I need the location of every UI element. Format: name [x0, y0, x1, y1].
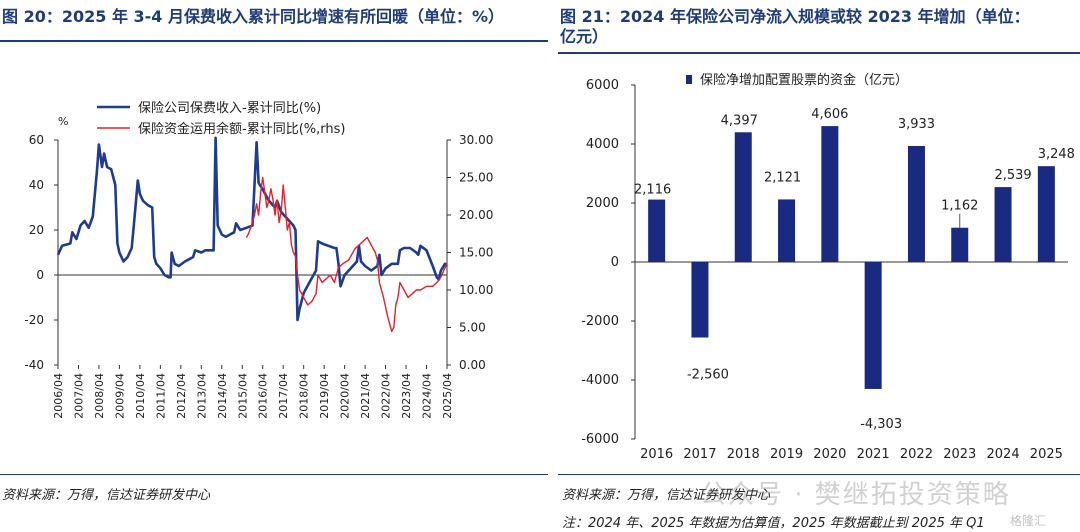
bar-data-label: -2,560 [687, 368, 729, 383]
right-bottom-rule [558, 474, 1080, 475]
left-chart-title: 图 20：2025 年 3-4 月保费收入累计同比增速有所回暖（单位：%） [2, 7, 505, 26]
right-y-tick-label: 15.00 [459, 246, 493, 260]
bar-y-tick-label: -6000 [581, 432, 619, 447]
x-tick-label: 2009/04 [113, 373, 126, 419]
bar-y-tick-label: -2000 [581, 314, 619, 329]
right-bar-chart: 6000 4000 2000 0 -2000 -4000 -6000 2016 2017 2018… [581, 72, 1075, 462]
right-y-tick-label: 30.00 [459, 133, 493, 147]
premium-growth-line [56, 136, 448, 322]
bar-data-label: 2,116 [634, 183, 671, 198]
watermark-text: 公众号 · 樊继拓投资策略 [700, 480, 1011, 510]
x-tick-label: 2010/04 [134, 373, 147, 419]
right-y-tick-label: 0.00 [459, 358, 486, 372]
x-tick-label: 2016/04 [257, 373, 270, 419]
left-y-tick-label: -40 [24, 358, 44, 372]
legend-premium-label: 保险公司保费收入-累计同比(%) [138, 101, 321, 116]
bar-data-label: 2,121 [764, 170, 801, 185]
bar-data-label: 3,933 [898, 117, 935, 132]
left-bottom-rule [0, 474, 548, 475]
bar-2016 [648, 199, 666, 262]
left-y-tick-label: 40 [29, 178, 44, 192]
bar-category-label: 2016 [640, 447, 673, 462]
x-tick-label: 2023/04 [400, 373, 413, 419]
bar-2024 [994, 187, 1012, 262]
right-y-tick-label: 25.00 [459, 171, 493, 185]
left-y-tick-label: -20 [24, 313, 44, 327]
bar-category-label: 2023 [943, 447, 976, 462]
bar-2023 [951, 227, 969, 262]
right-y-tick-label: 10.00 [459, 283, 493, 297]
legend-funds-label: 保险资金运用余额-累计同比(%,rhs) [138, 121, 345, 137]
bar-data-label: 4,397 [721, 113, 758, 128]
bar-data-label: 3,248 [1038, 147, 1075, 162]
x-tick-label: 2020/04 [339, 373, 352, 419]
bar-legend-label: 保险净增加配置股票的资金（亿元） [700, 72, 908, 88]
left-line-chart: % 60 40 20 0 -20 -40 30.00 25.00 20.00 15.00 10.00 5… [24, 101, 493, 419]
x-tick-label: 2021/04 [359, 373, 372, 419]
x-tick-label: 2011/04 [154, 373, 167, 419]
bar-category-label: 2024 [987, 447, 1020, 462]
bar-2021 [864, 262, 882, 389]
bar-data-label: 1,162 [941, 199, 978, 214]
x-tick-label: 2019/04 [318, 373, 331, 419]
x-tick-label: 2025/04 [441, 373, 454, 419]
bar-category-label: 2018 [727, 447, 760, 462]
bar-2017 [691, 262, 709, 338]
left-y-tick-label: 20 [29, 223, 44, 237]
bar-2025 [1037, 166, 1055, 262]
bar-data-label: 4,606 [811, 107, 848, 122]
bar-category-label: 2021 [857, 447, 890, 462]
bar-data-label: 2,539 [994, 168, 1031, 183]
x-tick-label: 2017/04 [277, 373, 290, 419]
bar-category-label: 2025 [1030, 447, 1063, 462]
funds-balance-growth-line [245, 176, 448, 332]
bar-y-tick-label: -4000 [581, 373, 619, 388]
watermark-small: 格隆汇 [1010, 514, 1047, 528]
bar-y-tick-label: 0 [611, 255, 619, 270]
bar-2020 [821, 126, 839, 262]
left-y-unit: % [58, 115, 68, 128]
x-tick-label: 2018/04 [298, 373, 311, 419]
bar-2018 [734, 132, 752, 262]
right-chart-title-line1: 图 21：2024 年保险公司净流入规模或较 2023 年增加（单位： [560, 7, 1030, 26]
right-y-tick-label: 5.00 [459, 321, 486, 335]
left-source-note: 资料来源：万得，信达证券研发中心 [2, 488, 211, 503]
right-chart-title-line2: 亿元） [560, 27, 609, 46]
bar-data-label: -4,303 [860, 417, 902, 432]
bar-category-label: 2020 [813, 447, 846, 462]
right-y-tick-label: 20.00 [459, 208, 493, 222]
bar-category-label: 2017 [683, 447, 716, 462]
x-tick-label: 2007/04 [72, 373, 85, 419]
x-tick-label: 2006/04 [52, 373, 65, 419]
x-tick-label: 2013/04 [195, 373, 208, 419]
left-y-tick-label: 0 [36, 268, 44, 282]
bar-category-label: 2022 [900, 447, 933, 462]
x-tick-label: 2022/04 [380, 373, 393, 419]
bar-legend-swatch [686, 75, 692, 84]
bar-category-label: 2019 [770, 447, 803, 462]
x-tick-label: 2015/04 [236, 373, 249, 419]
x-tick-label: 2008/04 [93, 373, 106, 419]
bar-y-tick-label: 2000 [586, 196, 619, 211]
x-tick-label: 2012/04 [175, 373, 188, 419]
bar-2022 [907, 145, 925, 262]
x-tick-label: 2014/04 [216, 373, 229, 419]
left-y-tick-label: 60 [29, 133, 44, 147]
bar-2019 [778, 199, 796, 262]
bar-y-tick-label: 4000 [586, 137, 619, 152]
right-title-rule [558, 52, 1080, 54]
x-tick-label: 2024/04 [421, 373, 434, 419]
left-title-rule [0, 40, 548, 42]
right-source-note: 资料来源：万得，信达证券研发中心 [562, 488, 771, 503]
right-footnote: 注：2024 年、2025 年数据为估算值，2025 年数据截止到 2025 年… [562, 516, 985, 531]
bar-y-tick-label: 6000 [586, 78, 619, 93]
